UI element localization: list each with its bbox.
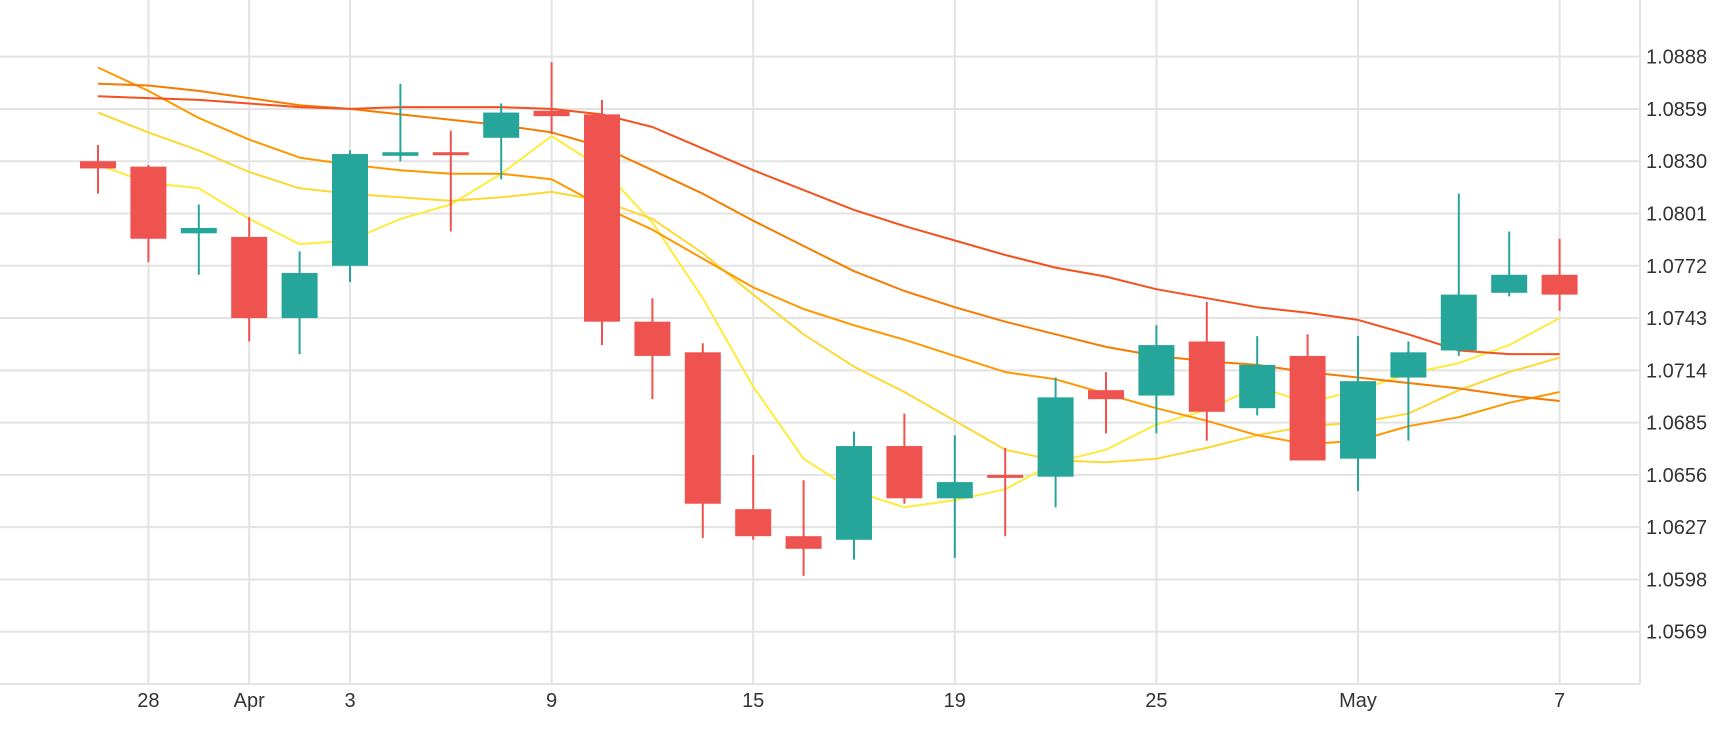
candle bbox=[1138, 325, 1175, 434]
candle bbox=[281, 251, 318, 355]
candle-body bbox=[886, 446, 923, 499]
candle bbox=[785, 480, 822, 576]
y-tick-label: 1.0772 bbox=[1646, 256, 1707, 278]
candle-body bbox=[836, 446, 872, 540]
candle-body bbox=[1390, 352, 1427, 378]
candle bbox=[382, 83, 419, 162]
candle-body bbox=[1138, 345, 1175, 396]
candle-body bbox=[735, 509, 772, 537]
x-tick-label: 7 bbox=[1554, 690, 1565, 712]
candle-body bbox=[533, 110, 570, 117]
candle-body bbox=[130, 166, 167, 239]
candle bbox=[836, 431, 872, 560]
y-tick-label: 1.0859 bbox=[1646, 99, 1707, 121]
candle-body bbox=[785, 536, 822, 549]
candle bbox=[584, 99, 620, 346]
candle-body bbox=[80, 161, 116, 169]
candle bbox=[1088, 372, 1124, 434]
candle bbox=[735, 455, 772, 540]
horizontal-gridlines bbox=[0, 55, 1640, 685]
x-tick-label: 25 bbox=[1145, 690, 1167, 712]
y-tick-label: 1.0656 bbox=[1646, 465, 1707, 487]
x-tick-label: 28 bbox=[137, 690, 159, 712]
candle bbox=[1289, 334, 1326, 461]
candle bbox=[432, 130, 469, 232]
y-tick-label: 1.0888 bbox=[1646, 47, 1707, 69]
candle bbox=[80, 145, 116, 194]
candle-body bbox=[382, 152, 419, 156]
candles bbox=[80, 62, 1578, 576]
candle bbox=[1390, 341, 1427, 441]
candle bbox=[1491, 231, 1528, 297]
x-tick-label: 15 bbox=[742, 690, 764, 712]
candle-body bbox=[281, 272, 318, 319]
candle-body bbox=[432, 152, 469, 156]
y-tick-label: 1.0801 bbox=[1646, 204, 1707, 226]
x-tick-label: May bbox=[1339, 690, 1377, 712]
candle-body bbox=[1239, 364, 1276, 409]
candle-body bbox=[1289, 355, 1326, 461]
candle bbox=[987, 447, 1024, 537]
candle bbox=[936, 435, 973, 558]
candle bbox=[130, 164, 167, 263]
candle-body bbox=[936, 482, 973, 499]
candle-body bbox=[684, 352, 721, 504]
candle bbox=[332, 150, 368, 283]
vertical-gridlines bbox=[147, 0, 1641, 684]
x-tick-label: 9 bbox=[546, 690, 557, 712]
candle-body bbox=[1188, 341, 1225, 412]
x-tick-label: 3 bbox=[344, 690, 355, 712]
candle bbox=[483, 103, 520, 180]
candle-body bbox=[987, 474, 1024, 478]
candle-body bbox=[1088, 390, 1124, 400]
candle-body bbox=[1491, 274, 1528, 293]
candle bbox=[533, 62, 570, 135]
y-axis-labels: 1.0888 1.0859 1.0830 1.0801 1.0772 1.0743 1.07… bbox=[1646, 47, 1707, 644]
candle-body bbox=[231, 236, 268, 319]
candle-body bbox=[1541, 274, 1578, 295]
candle bbox=[1037, 377, 1074, 508]
x-tick-label: 19 bbox=[944, 690, 966, 712]
y-tick-label: 1.0743 bbox=[1646, 308, 1707, 330]
candle bbox=[634, 298, 671, 400]
candle-body bbox=[180, 227, 217, 234]
y-tick-label: 1.0627 bbox=[1646, 517, 1707, 539]
candle-body bbox=[634, 321, 671, 356]
candle bbox=[1440, 193, 1477, 356]
candle bbox=[1541, 238, 1578, 311]
moving-average-line bbox=[97, 95, 1560, 356]
candle bbox=[231, 217, 268, 342]
y-tick-label: 1.0830 bbox=[1646, 151, 1707, 173]
candle bbox=[886, 413, 923, 504]
candle-body bbox=[332, 154, 368, 266]
candle-body bbox=[1440, 294, 1477, 351]
y-tick-label: 1.0714 bbox=[1646, 360, 1707, 382]
candle-body bbox=[584, 114, 620, 322]
candle bbox=[1188, 301, 1225, 441]
x-axis-labels: 28 Apr 3 9 15 19 25 May 7 bbox=[137, 690, 1565, 712]
candle bbox=[1239, 336, 1276, 416]
y-tick-label: 1.0569 bbox=[1646, 622, 1707, 644]
candle bbox=[684, 343, 721, 538]
candle bbox=[180, 204, 217, 275]
candle-body bbox=[1037, 397, 1074, 477]
y-tick-label: 1.0598 bbox=[1646, 569, 1707, 591]
candle-body bbox=[1340, 381, 1376, 459]
y-tick-label: 1.0685 bbox=[1646, 413, 1707, 435]
candle-body bbox=[483, 112, 520, 138]
x-tick-label: Apr bbox=[234, 690, 265, 712]
candle bbox=[1340, 336, 1376, 492]
